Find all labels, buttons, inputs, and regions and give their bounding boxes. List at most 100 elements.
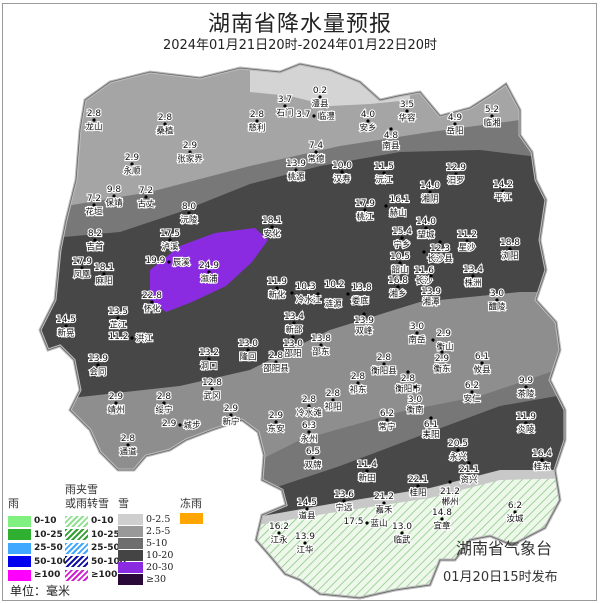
station-dot	[275, 286, 279, 290]
station-dot	[292, 321, 296, 325]
station-dot	[290, 291, 294, 295]
station-name: 耒阳	[422, 430, 439, 440]
legend-swatch	[118, 513, 143, 525]
legend-swatch	[65, 569, 88, 581]
station-dot	[365, 469, 369, 473]
station-name: 洞口	[200, 361, 217, 372]
station-value: 11.6	[414, 266, 434, 276]
station-name: 江永	[270, 535, 288, 546]
legend-label: 2.5-5	[146, 525, 171, 537]
station-value: 17.5	[160, 229, 180, 239]
station: 2.9 衡山	[431, 328, 455, 354]
station-value: 14.0	[420, 181, 440, 191]
station-value: 2.9	[269, 411, 284, 421]
station-dot	[96, 363, 100, 367]
station-value: 3.5	[400, 100, 414, 110]
station-name: 花垣	[85, 207, 103, 218]
legend-swatch	[65, 529, 88, 540]
station-value: 2.9	[435, 354, 450, 364]
station: 11.9 炎陵	[515, 411, 538, 436]
station-value: 9.8	[107, 185, 122, 195]
station-value: 10.5	[390, 252, 410, 262]
station: 4.0 安乡	[358, 109, 377, 135]
station-dot	[490, 114, 494, 118]
station-dot	[365, 521, 369, 525]
legend-swatch	[8, 542, 31, 554]
station-dot	[431, 338, 435, 342]
station-value: 6.3	[302, 421, 316, 431]
page-title: 湖南省降水量预报	[207, 12, 392, 37]
station-name: 衡南	[406, 405, 423, 416]
station: 17.9 桃江	[354, 198, 377, 224]
legend-label: 0-10	[91, 516, 114, 526]
station-name: 辰溪	[173, 257, 191, 268]
station: 2.9衡东	[432, 350, 452, 376]
station: 4.8南县	[381, 127, 401, 153]
station: 16.1 赫山	[384, 194, 411, 220]
station: 2.9 城步	[161, 418, 202, 432]
station-name: 石门	[276, 108, 293, 119]
station-name: 武冈	[203, 391, 220, 402]
station: 6.1耒阳	[421, 416, 441, 441]
legend-label: 50-100	[91, 556, 127, 567]
station-value: 11.4	[357, 460, 377, 470]
station-value: 11.9	[516, 412, 536, 422]
station-dot	[396, 285, 400, 289]
station-name: 炎陵	[517, 425, 535, 435]
legend-swatch	[65, 542, 88, 554]
station-dot	[277, 531, 281, 535]
station-dot	[144, 195, 148, 199]
station-value: 18.1	[94, 263, 114, 273]
station-dot	[187, 211, 191, 215]
station: 11.5 沅江	[373, 161, 395, 187]
station: 3.7 临澧	[295, 109, 336, 123]
legend-rain-item: 10-25	[8, 529, 63, 541]
station-value: 2.8	[158, 113, 173, 123]
station-name: 衡阳市	[395, 384, 421, 395]
station-value: 14.2	[493, 180, 513, 190]
station-name: 长沙县	[427, 254, 453, 265]
legend-label: 50-100	[34, 556, 70, 567]
station: 13.4 新邵	[283, 311, 306, 337]
legend-mixed-item: 25-50	[65, 542, 120, 554]
legend-label: 25-50	[34, 543, 63, 553]
station: 13.0邵阳	[282, 335, 304, 360]
station: 3.7 石门	[275, 94, 294, 120]
station-name: 祁东	[349, 385, 366, 396]
station: 13.9 会同	[87, 353, 110, 379]
station-value: 16.2	[269, 522, 289, 532]
station-value: 11.5	[374, 162, 394, 172]
station-name: 绥宁	[155, 405, 172, 416]
station-name: 常德	[307, 154, 325, 165]
station: 8.0 沅陵	[179, 201, 199, 227]
station-value: 13.0	[283, 339, 303, 349]
station-name: 城步	[184, 421, 201, 431]
station-dot	[255, 119, 259, 123]
station: 7.4 常德	[306, 140, 326, 166]
station: 0.2 澧县	[310, 85, 330, 111]
station-value: 17.9	[72, 257, 92, 267]
station: 2.8 通道	[118, 433, 138, 459]
station-dot	[342, 499, 346, 503]
station-name: 沅陵	[180, 215, 198, 226]
station-dot	[429, 274, 433, 278]
station-dot	[80, 266, 84, 270]
station: 21.2郴州	[439, 480, 461, 509]
station: 10.2 涟源	[316, 279, 346, 311]
station-value: 2.9	[183, 141, 198, 151]
station: 16.2 江永	[268, 521, 290, 547]
station-dot	[291, 335, 295, 339]
station-value: 13.5	[108, 307, 128, 317]
station: 14.8 宜章	[431, 507, 454, 533]
legend-snow-item: 2.5-5	[118, 525, 170, 537]
station-value: 13.4	[463, 265, 483, 275]
station-value: 0.2	[313, 86, 327, 96]
station-name: 南县	[382, 141, 400, 152]
station-name: 桂阳	[409, 488, 426, 499]
station-name: 东安	[267, 424, 284, 435]
station-dot	[163, 122, 167, 126]
station-name: 怀化	[143, 304, 161, 315]
station: 4.9 岳阳	[445, 112, 464, 138]
